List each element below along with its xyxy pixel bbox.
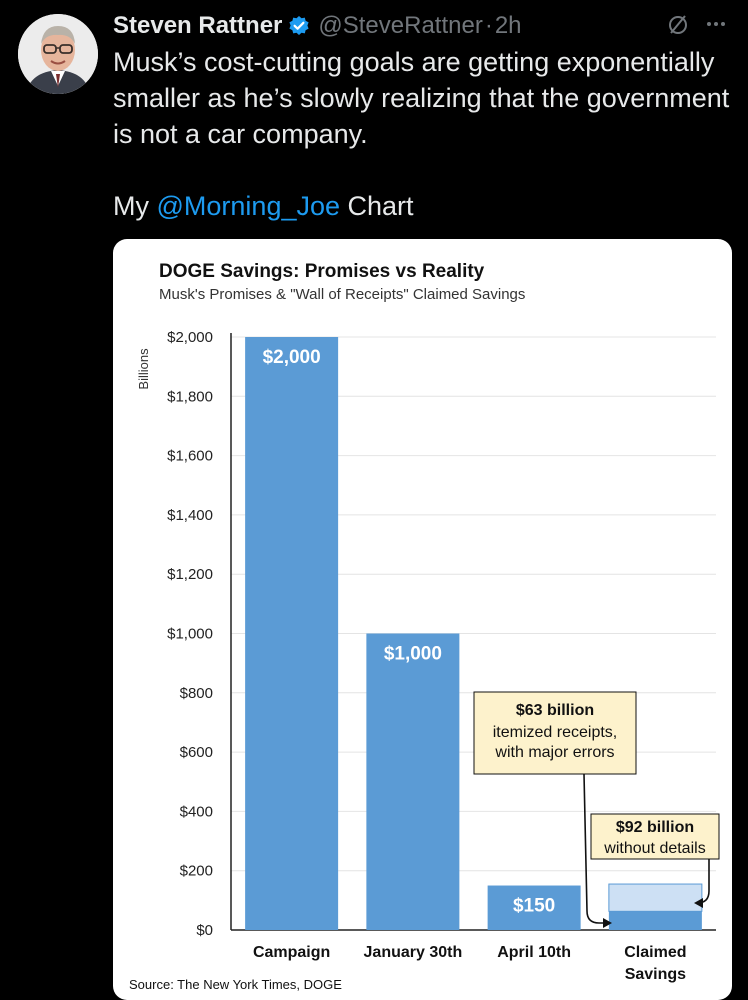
callout-arrowhead	[694, 898, 703, 908]
chart-subtitle: Musk's Promises & "Wall of Receipts" Cla…	[159, 286, 525, 303]
chart-source: Source: The New York Times, DOGE	[129, 977, 342, 992]
author-handle[interactable]: @SteveRattner	[318, 12, 483, 39]
x-tick-label: Savings	[625, 966, 686, 983]
bar-without-details	[608, 883, 703, 912]
tweet-header: Steven Rattner @SteveRattner · 2h	[113, 8, 728, 44]
author-name[interactable]: Steven Rattner	[113, 12, 283, 39]
y-axis-label: Billions	[136, 348, 151, 390]
chart-svg: DOGE Savings: Promises vs Reality Musk's…	[129, 261, 720, 992]
slash-circle-icon[interactable]	[666, 12, 690, 42]
y-tick-label: $1,600	[167, 448, 213, 465]
callout-box-itemized	[473, 691, 637, 775]
tweet-chart-line: My @Morning_Joe Chart	[113, 188, 733, 224]
callout-arrow	[583, 773, 610, 924]
bar	[487, 885, 581, 930]
x-tick-label: Campaign	[253, 944, 330, 961]
tweet-time[interactable]: 2h	[494, 12, 522, 39]
y-tick-label: $0	[196, 922, 213, 939]
x-tick-label: April 10th	[497, 944, 571, 961]
callout-text: itemized receipts,	[493, 724, 618, 741]
avatar[interactable]	[18, 14, 98, 94]
callout-box-details	[590, 813, 720, 860]
chart-prefix: My	[113, 191, 157, 221]
y-tick-label: $1,000	[167, 626, 213, 643]
callout-bold: $63 billion	[516, 702, 594, 719]
avatar-image	[18, 14, 98, 94]
y-tick-label: $2,000	[167, 329, 213, 346]
mention-link[interactable]: @Morning_Joe	[156, 191, 341, 221]
bar-value-label: $150	[513, 896, 555, 917]
y-tick-label: $1,200	[167, 566, 213, 583]
chart-image[interactable]: DOGE Savings: Promises vs Reality Musk's…	[113, 239, 732, 1000]
x-tick-label: January 30th	[364, 944, 463, 961]
chart-title: DOGE Savings: Promises vs Reality	[159, 261, 485, 282]
y-tick-label: $1,400	[167, 507, 213, 524]
y-tick-label: $400	[180, 803, 213, 820]
callout-bold: $92 billion	[616, 819, 694, 836]
bar-value-label: $1,000	[384, 644, 442, 665]
verified-badge-icon	[288, 15, 310, 37]
y-tick-label: $200	[180, 863, 213, 880]
bar	[245, 337, 339, 930]
callout-text: without details	[603, 840, 705, 857]
chart-suffix: Chart	[340, 191, 414, 221]
y-tick-label: $600	[180, 744, 213, 761]
separator-dot: ·	[484, 12, 493, 39]
y-tick-label: $800	[180, 685, 213, 702]
bar-value-label: $2,000	[263, 347, 321, 368]
y-tick-label: $1,800	[167, 388, 213, 405]
x-tick-label: Claimed	[624, 944, 686, 961]
callout-text: with major errors	[494, 744, 614, 761]
tweet-body: Musk’s cost-cutting goals are getting ex…	[113, 47, 730, 149]
tweet-text: Musk’s cost-cutting goals are getting ex…	[113, 44, 733, 224]
more-icon[interactable]	[704, 12, 728, 42]
bar-itemized	[608, 911, 702, 930]
callout-arrowhead	[603, 918, 612, 928]
bar	[366, 633, 460, 930]
